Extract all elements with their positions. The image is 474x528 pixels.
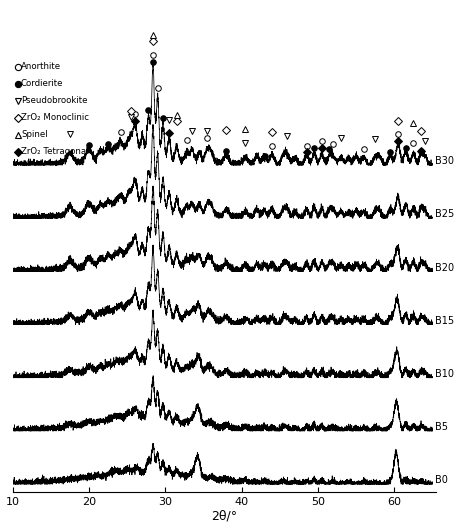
Text: B20: B20 bbox=[435, 262, 454, 272]
Text: Spinel: Spinel bbox=[21, 130, 47, 139]
Text: Cordierite: Cordierite bbox=[21, 79, 64, 88]
Text: B30: B30 bbox=[435, 156, 454, 166]
Text: B5: B5 bbox=[435, 422, 448, 432]
Text: B15: B15 bbox=[435, 316, 454, 326]
Text: ZrO₂ Monoclinic: ZrO₂ Monoclinic bbox=[21, 113, 89, 122]
Text: B0: B0 bbox=[435, 475, 447, 485]
Text: Pseudobrookite: Pseudobrookite bbox=[21, 96, 88, 105]
X-axis label: 2θ/°: 2θ/° bbox=[211, 510, 237, 522]
Text: ZrO₂ Tetragonal: ZrO₂ Tetragonal bbox=[21, 147, 89, 156]
Text: Anorthite: Anorthite bbox=[21, 62, 61, 71]
Text: B25: B25 bbox=[435, 210, 454, 219]
Text: B10: B10 bbox=[435, 369, 454, 379]
